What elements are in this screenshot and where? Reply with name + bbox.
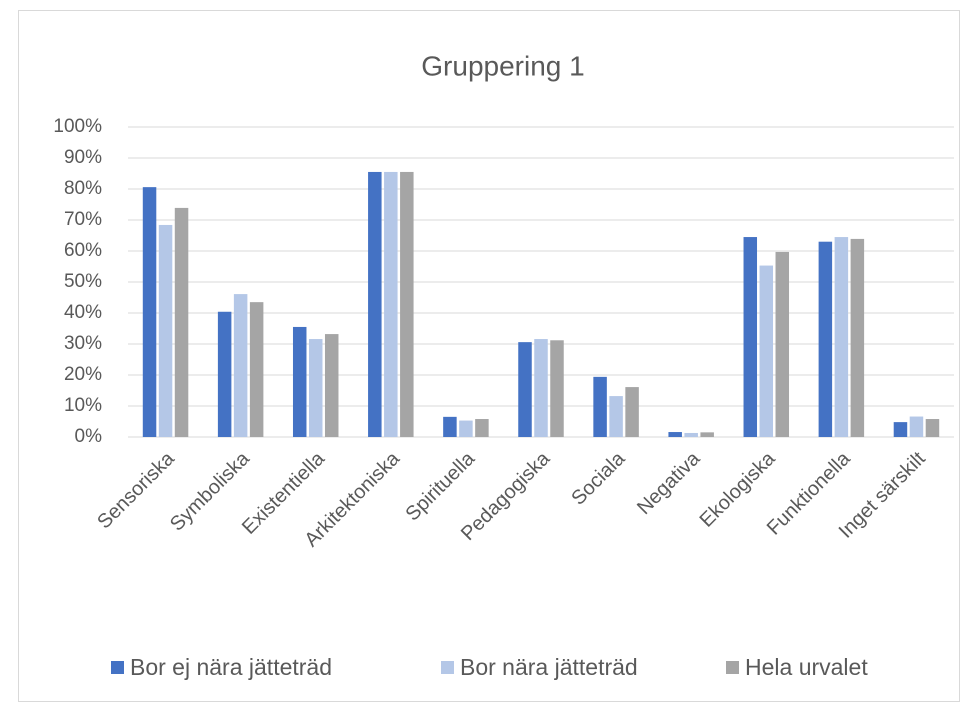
legend-swatch <box>726 661 739 674</box>
y-tick-label: 80% <box>64 178 102 199</box>
y-tick-label: 30% <box>64 333 102 354</box>
bar <box>443 416 457 437</box>
bar <box>834 237 849 437</box>
bar <box>368 171 382 437</box>
bar <box>818 241 833 437</box>
legend-label: Hela urvalet <box>745 654 868 680</box>
bar <box>925 419 940 437</box>
legend-label: Bor nära jätteträd <box>460 654 638 680</box>
bar <box>850 238 865 437</box>
bar <box>292 326 307 437</box>
legend-swatch <box>441 661 454 674</box>
y-tick-label: 70% <box>64 209 102 230</box>
bar <box>249 302 264 437</box>
bar <box>625 387 639 437</box>
bar <box>142 187 157 437</box>
bar <box>308 339 323 437</box>
bar <box>233 294 248 437</box>
bar <box>384 171 398 437</box>
bar <box>593 376 607 437</box>
y-tick-label: 100% <box>53 116 102 137</box>
bar <box>700 432 714 437</box>
bar <box>668 432 682 437</box>
y-tick-label: 20% <box>64 364 102 385</box>
y-tick-label: 50% <box>64 271 102 292</box>
legend-label: Bor ej nära jätteträd <box>130 654 332 680</box>
y-tick-label: 40% <box>64 302 102 323</box>
y-tick-label: 90% <box>64 147 102 168</box>
bar <box>400 171 414 437</box>
bar <box>550 340 564 437</box>
bar <box>174 207 189 437</box>
bar <box>475 419 489 437</box>
chart-title: Gruppering 1 <box>421 50 584 81</box>
bar <box>909 416 924 437</box>
bar <box>324 334 339 437</box>
bar <box>609 396 623 437</box>
bar <box>743 237 758 437</box>
bar <box>893 422 908 437</box>
bar <box>775 251 790 437</box>
legend-swatch <box>111 661 124 674</box>
y-tick-label: 10% <box>64 395 102 416</box>
y-tick-label: 0% <box>75 426 103 447</box>
bar <box>759 265 774 437</box>
bar <box>684 432 698 437</box>
bar <box>459 420 473 437</box>
bar <box>534 339 548 437</box>
bar <box>158 224 173 437</box>
y-tick-label: 60% <box>64 240 102 261</box>
bar <box>518 342 532 437</box>
bar <box>217 311 232 437</box>
